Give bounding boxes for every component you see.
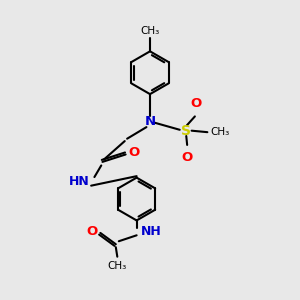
Text: HN: HN [69, 175, 90, 188]
Text: CH₃: CH₃ [108, 261, 127, 271]
Text: O: O [86, 225, 98, 238]
Text: CH₃: CH₃ [210, 127, 229, 137]
Text: N: N [144, 115, 156, 128]
Text: O: O [182, 151, 193, 164]
Text: CH₃: CH₃ [140, 26, 160, 36]
Text: O: O [129, 146, 140, 160]
Text: S: S [181, 124, 191, 138]
Text: O: O [190, 98, 202, 110]
Text: NH: NH [141, 225, 162, 238]
